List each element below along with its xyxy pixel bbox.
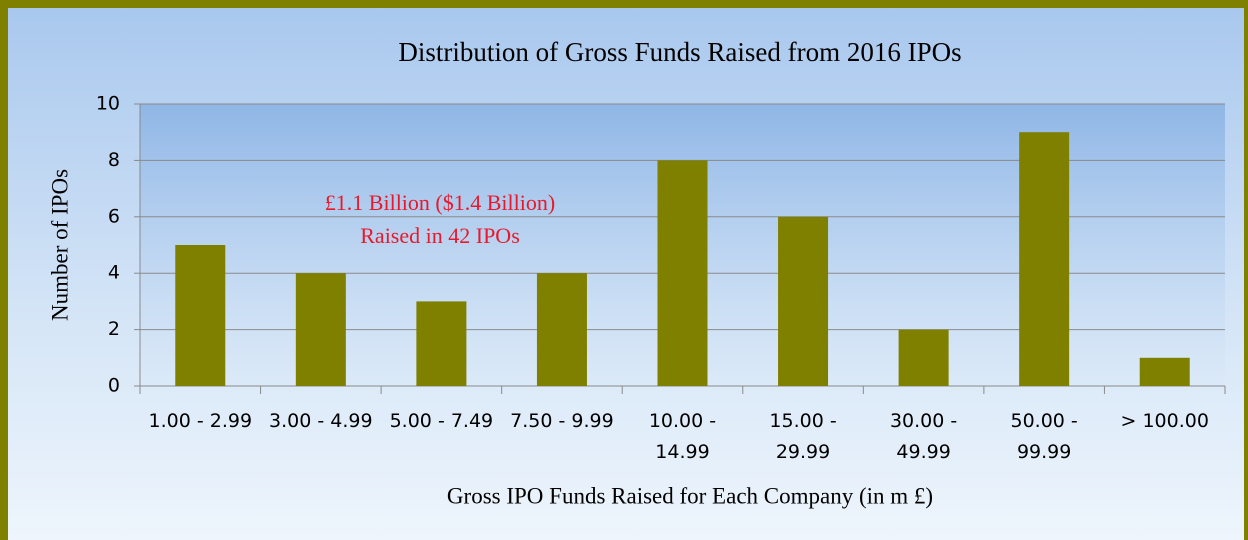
chart-title: Distribution of Gross Funds Raised from … — [398, 37, 961, 67]
x-tick-label: 1.00 - 2.99 — [148, 410, 253, 432]
y-tick-label: 8 — [108, 149, 120, 171]
x-tick-label: > 100.00 — [1120, 410, 1209, 432]
x-tick-label: 50.00 - 99.99 — [1010, 410, 1078, 463]
y-tick-label: 0 — [108, 375, 120, 397]
bar — [898, 329, 949, 386]
y-tick-label: 10 — [96, 93, 120, 115]
y-axis-label: Number of IPOs — [47, 169, 72, 321]
x-axis-label: Gross IPO Funds Raised for Each Company … — [447, 483, 933, 508]
x-tick-label: 30.00 - 49.99 — [889, 410, 958, 463]
bar — [778, 216, 829, 386]
bar — [1019, 132, 1070, 386]
x-tick-label: 3.00 - 4.99 — [269, 410, 373, 432]
bar — [657, 160, 708, 386]
y-tick-label: 6 — [108, 205, 120, 227]
bar — [416, 301, 467, 386]
bar — [175, 245, 226, 386]
x-tick-label: 15.00 - 29.99 — [769, 410, 837, 463]
bar — [536, 273, 587, 386]
x-tick-label: 5.00 - 7.49 — [389, 410, 494, 432]
annotation: £1.1 Billion ($1.4 Billion) — [325, 190, 555, 215]
bar — [1139, 357, 1190, 386]
annotation: Raised in 42 IPOs — [360, 223, 520, 248]
y-tick-label: 2 — [108, 318, 120, 340]
bar — [295, 273, 346, 386]
x-tick-label: 10.00 - 14.99 — [648, 410, 717, 463]
y-tick-label: 4 — [108, 262, 120, 284]
x-tick-label: 7.50 - 9.99 — [510, 410, 614, 432]
